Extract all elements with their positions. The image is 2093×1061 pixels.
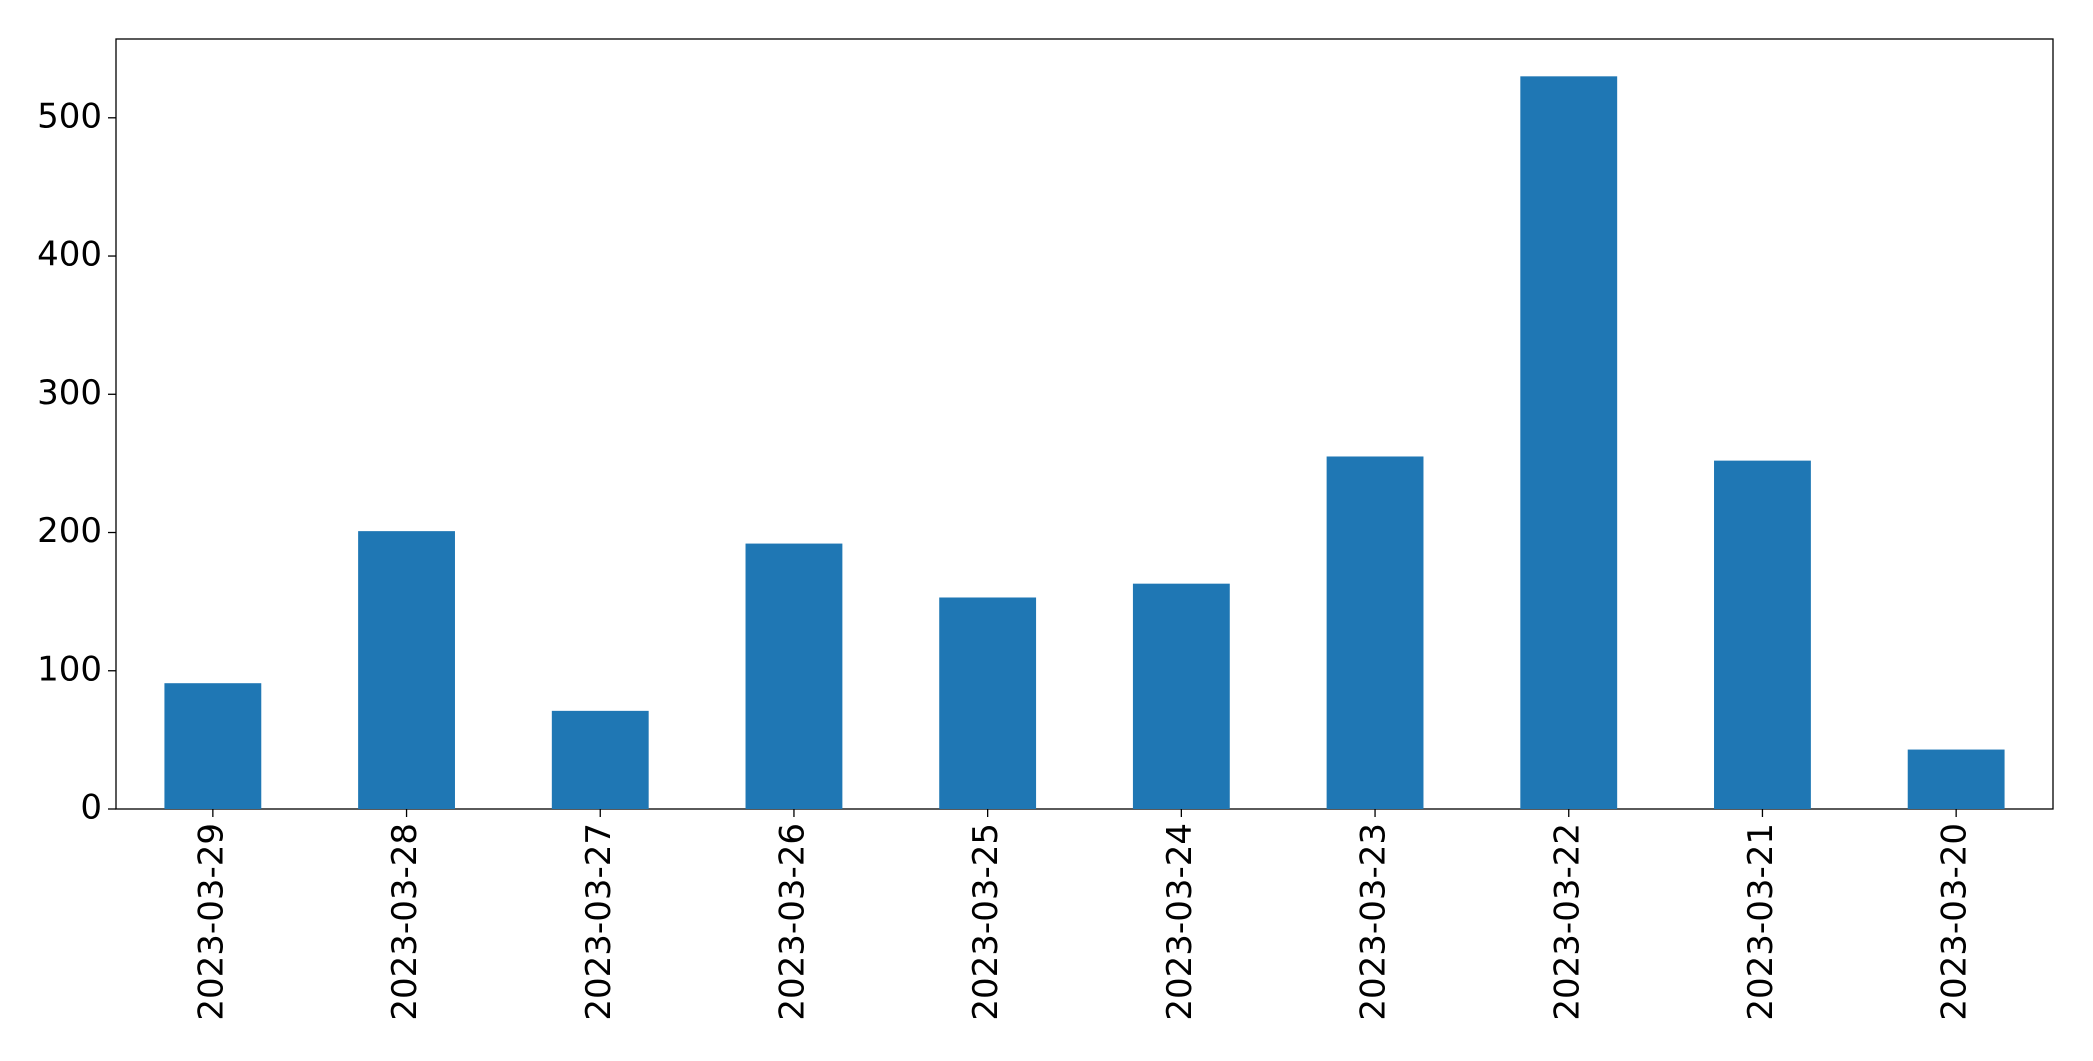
- x-tick-label: 2023-03-22: [1547, 823, 1587, 1021]
- bar: [358, 531, 455, 809]
- bar: [745, 543, 843, 809]
- y-tick-label: 100: [37, 649, 102, 689]
- y-tick-label: 300: [37, 373, 102, 413]
- y-tick-label: 200: [37, 511, 102, 551]
- bar: [1326, 456, 1424, 809]
- bar: [164, 683, 262, 809]
- x-tick-label: 2023-03-25: [966, 823, 1006, 1021]
- x-tick-label: 2023-03-21: [1741, 823, 1781, 1021]
- bar: [1907, 749, 2005, 809]
- y-tick-label: 400: [37, 235, 102, 275]
- x-tick-label: 2023-03-26: [772, 823, 812, 1021]
- x-tick-label: 2023-03-23: [1354, 823, 1394, 1021]
- bar: [1520, 76, 1618, 810]
- bar: [1714, 460, 1811, 809]
- bar: [1132, 583, 1230, 809]
- bar: [939, 597, 1037, 809]
- x-tick-label: 2023-03-20: [1935, 823, 1975, 1021]
- bar: [551, 710, 649, 809]
- x-tick-label: 2023-03-29: [191, 823, 231, 1021]
- x-tick-label: 2023-03-27: [579, 823, 619, 1021]
- plot-frame: [115, 38, 2054, 810]
- x-tick-label: 2023-03-24: [1160, 823, 1200, 1021]
- y-tick-label: 0: [80, 788, 102, 828]
- y-tick-label: 500: [37, 96, 102, 136]
- x-tick-label: 2023-03-28: [385, 823, 425, 1021]
